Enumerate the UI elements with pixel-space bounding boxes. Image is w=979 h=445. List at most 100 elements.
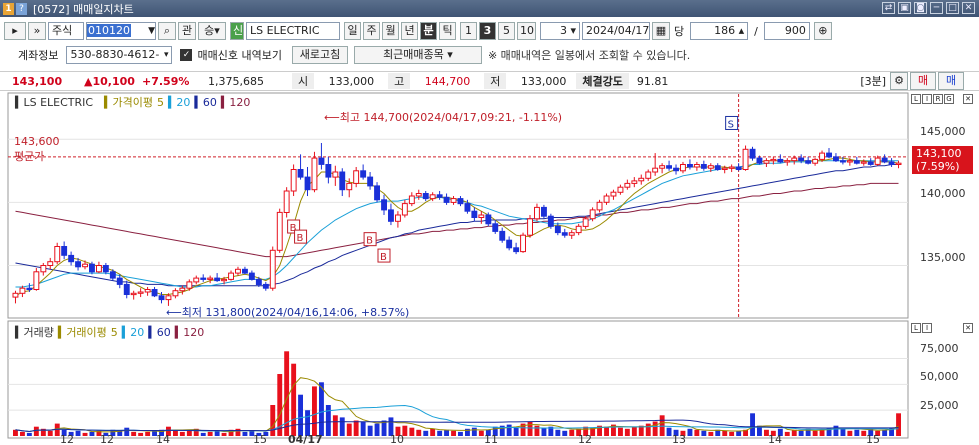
minute-10[interactable]: 10 [517,22,536,40]
code-input[interactable]: 010120 ▼ [86,22,156,40]
sell-button[interactable]: 매도 [938,72,965,103]
volume-bar [423,430,429,436]
date-input[interactable]: 2024/04/17 [582,22,650,40]
candle [381,194,388,215]
candle [478,211,485,224]
prev-icon[interactable]: ▸ [4,22,26,40]
candle [895,160,902,169]
svg-text:12: 12 [100,433,114,445]
minute-count-input[interactable]: 3 ▾ [540,22,580,40]
gwan-button[interactable]: 관 [178,22,196,40]
zoom-icon[interactable]: ⊕ [813,22,832,40]
low-note: ⟵최저 131,800(2024/04/16,14:06, +8.57%) [166,306,409,319]
close-icon[interactable]: ✕ [962,2,975,14]
candle [388,203,394,226]
pane-close-icon[interactable]: ✕ [963,94,973,104]
volume-bar [541,427,547,436]
window-title: [0572] 매매일지차트 [33,2,134,16]
volume-bar [555,429,561,436]
pane-button-g[interactable]: G [944,94,954,104]
period-day[interactable]: 일 [344,22,361,40]
volume-bar [471,427,477,436]
total-input[interactable]: 900 [763,22,810,40]
volume-bar [680,430,686,436]
candle [374,182,381,203]
volume-bar [694,429,700,436]
candle [693,161,700,171]
volume-bar [82,432,88,436]
svg-text:15: 15 [253,433,267,445]
search-icon[interactable]: ⌕ [158,22,176,40]
candle [534,203,540,222]
buy-button[interactable]: 매수 [910,72,937,103]
candle [422,190,429,202]
volume-bar [61,429,67,436]
vol-pane-close-icon[interactable]: ✕ [963,323,973,333]
volume-bar [381,420,387,436]
period-week[interactable]: 주 [363,22,380,40]
market-select[interactable]: 주식 [48,22,84,40]
candle [68,251,75,266]
recent-stocks-button[interactable]: 최근매매종목 ▾ [353,46,482,64]
price-change-pct: +7.59% [142,74,190,88]
candle [304,166,311,197]
volume-bar [207,431,213,436]
minute-3[interactable]: 3 [479,22,496,40]
candle [429,192,436,202]
minute-1[interactable]: 1 [460,22,477,40]
minute-5[interactable]: 5 [498,22,515,40]
candle [721,165,728,174]
candle [116,274,123,289]
candle [624,179,631,190]
vol-pane-button-i[interactable]: I [922,323,932,333]
volume-bar [75,430,81,436]
volume-bar [179,431,185,436]
volume-bar [812,430,818,436]
period-year[interactable]: 년 [401,22,418,40]
candle [881,154,888,164]
candle [617,184,624,195]
volume-bar [256,432,262,436]
volume-bar [374,423,380,436]
sang-button[interactable]: 승▾ [198,22,226,40]
period-minute[interactable]: 분 [420,22,437,40]
window-number: 1 [3,2,14,15]
vol-pane-button-l[interactable]: L [911,323,921,333]
pane-button-l[interactable]: L [911,94,921,104]
settings-icon[interactable]: ⚙ [890,72,909,90]
expand-icon[interactable]: » [28,22,46,40]
candle [242,266,248,275]
volume-bar [805,428,811,436]
pane-button-i[interactable]: I [922,94,932,104]
bar-count-input[interactable]: 186 ▴ [690,22,749,40]
chart-area[interactable]: BB BBS ▍LS ELECTRIC ▍가격이평 5 ▍20 ▍60 ▍120 ▍거래량… [0,91,979,445]
candle [673,164,679,175]
candle [735,163,742,171]
calendar-icon[interactable]: ▦ [652,22,670,40]
camera-icon[interactable]: ◙ [914,2,927,14]
signal-checkbox[interactable]: ✓ [180,49,193,61]
pin-icon[interactable]: ▣ [898,2,911,14]
candle [200,274,207,282]
pane-button-r[interactable]: R [933,94,943,104]
candle [248,270,255,281]
candle [805,156,812,165]
help-icon[interactable]: ? [16,2,27,15]
strength-value: 91.81 [636,74,669,88]
open-label: 시 [292,73,315,89]
minimize-icon[interactable]: ─ [930,2,943,14]
account-select[interactable]: 530-8830-4612- ▾ [66,46,173,64]
candle [819,150,825,162]
buy-signal-3: B [363,232,377,247]
link-icon[interactable]: ⇄ [882,2,895,14]
candle [659,163,666,174]
period-month[interactable]: 월 [382,22,399,40]
notice-text: ※ 매매내역은 일봉에서 조회할 수 있습니다. [487,49,691,62]
candle [408,192,415,207]
period-tick[interactable]: 틱 [439,22,456,40]
candle [471,207,478,222]
volume-bar [159,429,164,436]
candle [680,161,686,174]
refresh-button[interactable]: 새로고침 [291,46,348,64]
maximize-icon[interactable]: □ [946,2,959,14]
